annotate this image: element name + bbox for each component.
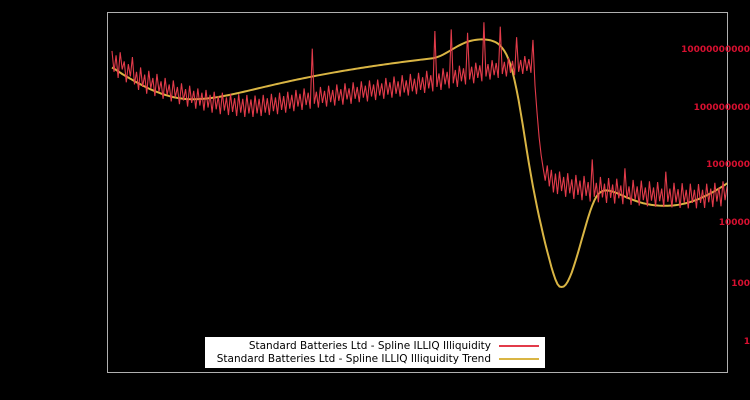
legend-swatch-illiquidity xyxy=(499,345,539,347)
chart-legend: Standard Batteries Ltd - Spline ILLIQ Il… xyxy=(205,337,545,368)
plot-area xyxy=(107,12,728,373)
legend-entry-trend: Standard Batteries Ltd - Spline ILLIQ Il… xyxy=(205,353,539,366)
legend-label: Standard Batteries Ltd - Spline ILLIQ Il… xyxy=(216,352,491,365)
series-svg xyxy=(111,22,727,288)
illiquidity-line xyxy=(111,22,727,209)
legend-label: Standard Batteries Ltd - Spline ILLIQ Il… xyxy=(248,339,491,352)
legend-entry-illiquidity: Standard Batteries Ltd - Spline ILLIQ Il… xyxy=(205,340,539,353)
legend-swatch-trend xyxy=(499,358,539,360)
series-group-illiquidity xyxy=(111,22,727,209)
